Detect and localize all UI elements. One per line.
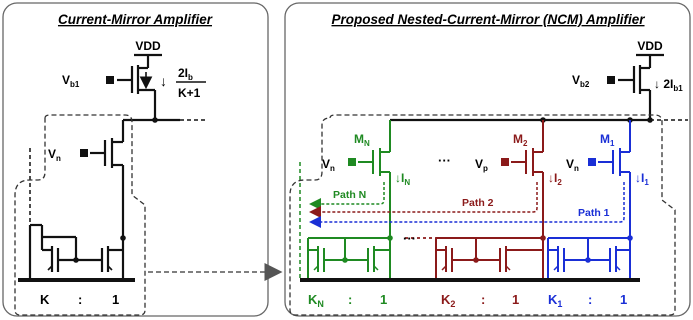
green-colon: : [348,292,352,307]
left-dashed-block [14,114,146,316]
path-1-arrow [309,182,625,228]
blue-colon: : [588,292,592,307]
i1-current-label: ↓I1 [635,171,649,187]
m1-label: M1 [600,132,615,148]
left-pmos-source [106,55,157,120]
green-one: 1 [380,292,387,307]
path-n-arrow [309,182,385,210]
red-branch-2 [405,120,546,278]
k2-label: K2 [441,292,455,309]
left-vdd-label: VDD [135,39,161,53]
left-vn-label: Vn [48,147,61,163]
right-panel: Proposed Nested-Current-Mirror (NCM) Amp… [284,2,691,317]
dots-top: ··· [438,153,451,168]
vp-label: Vp [475,157,488,173]
right-ib-label: ↓ 2Ib1 [654,77,683,93]
green-vn-label: Vn [322,157,335,173]
left-ratio-colon: : [78,292,82,307]
blue-one: 1 [620,292,627,307]
path-2-arrow [309,182,538,218]
path-n-label: Path N [333,189,366,201]
left-vb1-label: Vb1 [62,73,80,89]
right-vb2-label: Vb2 [572,73,590,89]
left-current-mirror [28,148,126,278]
left-panel-title: Current-Mirror Amplifier [58,12,213,27]
left-current-denominator: K+1 [178,86,201,100]
left-current-numerator: 2Ib [178,66,193,82]
i2-current-label: ↓I2 [548,171,562,187]
right-dashed-block [289,114,676,316]
green-branch-n [299,120,393,278]
path-2-label: Path 2 [462,197,494,209]
right-panel-frame [284,2,691,317]
m2-label: M2 [513,132,528,148]
red-colon: : [481,292,485,307]
red-one: 1 [512,292,519,307]
mn-label: MN [354,132,370,148]
k1-label: K1 [548,292,562,309]
signal-paths [309,182,625,228]
path-1-label: Path 1 [578,207,610,219]
left-panel-frame [2,2,269,317]
right-panel-title: Proposed Nested-Current-Mirror (NCM) Amp… [331,12,645,27]
in-current-label: ↓IN [395,171,410,187]
blue-branch-1 [547,120,633,278]
left-panel: Current-Mirror Amplifier VDD Vb1 ↓ 2Ib K… [2,2,269,317]
kn-label: KN [308,292,324,309]
left-ratio-one: 1 [112,292,119,307]
blue-vn-label: Vn [566,157,579,173]
right-vdd-label: VDD [637,39,663,53]
left-current-arrow: ↓ [160,73,167,89]
dots-bottom: ··· [403,231,416,246]
right-bias-pmos [607,55,652,120]
left-input-nmos [80,120,125,238]
left-ratio-k: K [40,292,50,307]
